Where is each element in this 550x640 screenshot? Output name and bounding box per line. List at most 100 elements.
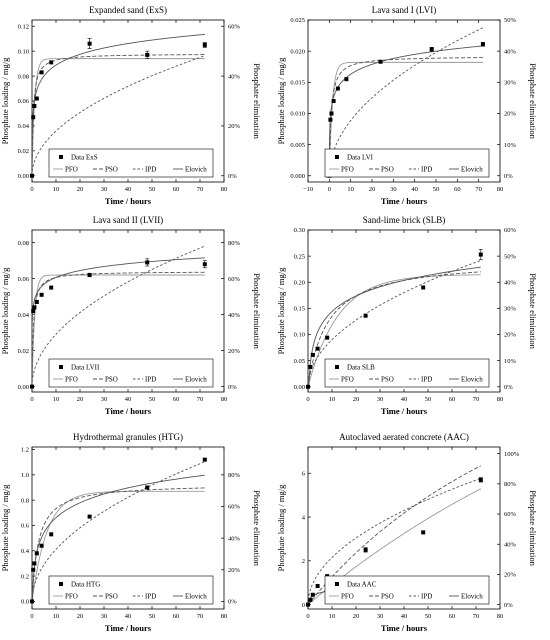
legend-marker [59,155,63,159]
legend-box [324,358,490,388]
x-tick-label: 30 [101,396,108,403]
legend-label: PFO [341,376,354,384]
x-tick-label: 40 [401,396,408,403]
y2-axis-label: Phosphate elimination [528,490,538,567]
data-point [87,514,92,519]
y2-tick-label: 80% [228,240,241,247]
x-tick-label: 0 [30,613,33,620]
y2-tick-label: 40% [228,312,241,319]
x-tick-label: 80 [221,613,228,620]
y2-tick-label: 0% [504,173,513,180]
y2-tick-label: 40% [504,48,517,55]
y2-tick-label: 10% [504,142,517,149]
y2-tick-label: 60% [504,511,517,518]
y-tick-label: 0.08 [18,73,29,80]
y2-tick-label: 80% [504,481,517,488]
curve-ipd [328,27,484,176]
legend-marker [335,155,339,159]
curve-pfo [32,490,205,602]
chart-2: Lava sand II (LVII) 0 10 20 30 40 50 60 70 80 Time… [0,215,262,416]
data-point [363,547,368,552]
y-tick-label: 0.05 [294,358,305,365]
x-tick-label: 20 [353,396,360,403]
data-points [306,249,483,389]
legend-label: PSO [105,376,118,384]
legend-label: Data LVI [347,154,374,162]
curve-ipd [32,245,205,387]
y-tick-label: 0.005 [290,142,305,149]
y2-tick-label: 20% [504,332,517,339]
y2-axis-label: Phosphate elimination [252,63,262,140]
legend-label: PFO [341,593,354,601]
legend-label: IPD [145,166,156,174]
data-point [421,530,426,535]
y-tick-label: 0.00 [294,384,305,391]
y-tick-label: 6 [302,470,306,477]
data-point [344,77,349,82]
y2-tick-label: 60% [228,276,241,283]
y2-tick-label: 40% [504,541,517,548]
data-point [480,42,485,47]
legend-label: PSO [381,166,394,174]
data-point [31,309,36,313]
x-tick-label: 50 [425,613,432,620]
x-tick-label: 60 [173,396,180,403]
curve-ipd [308,477,481,605]
x-tick-label: 80 [221,396,228,403]
chart-title: Hydrothermal granules (HTG) [73,432,183,442]
curve-pfo [308,274,481,387]
x-tick-label: 10 [53,396,60,403]
curve-ipd [32,461,205,602]
y-tick-label: 0.06 [18,98,30,105]
chart-title: Autoclaved aerated concrete (AAC) [339,432,469,442]
y2-tick-label: 40% [228,73,241,80]
legend: Data LVI PFO PSO IPD Elovich [324,148,490,178]
data-point [202,42,207,47]
y2-tick-label: 30% [504,306,517,313]
x-tick-label: 20 [77,186,84,193]
x-tick-label: 0 [328,186,331,193]
data-point [34,96,39,101]
y-tick-label: 0.20 [294,279,305,286]
y-tick-label: 0.0 [21,599,29,606]
data-points [30,457,207,604]
y-tick-label: 0.15 [294,306,305,313]
x-tick-label: 70 [473,613,480,620]
legend-label: Data LVII [71,364,100,372]
y2-tick-label: 60% [504,227,517,234]
legend-marker [59,365,63,369]
x-axis-label: Time / hours [105,406,152,416]
legend-label: PFO [341,166,354,174]
data-point [378,59,383,64]
data-point [315,584,320,589]
x-axis-label: Time / hours [105,196,152,206]
y-axis-label: Phosphate loading / mg/g [276,267,286,354]
x-tick-label: 80 [221,186,228,193]
data-point [310,352,315,357]
legend-label: Data ExS [71,154,98,162]
y2-tick-label: 80% [228,472,241,479]
y-tick-label: 0 [302,602,305,609]
chart-title: Sand-lime brick (SLB) [363,215,446,225]
curve-pso [32,271,205,387]
chart-0: Expanded sand (ExS) 0 10 20 30 40 50 60 70 80 Time… [0,5,262,206]
y-tick-label: 0.30 [294,227,305,234]
chart-1: Lava sand I (LVI) −10 0 10 20 30 40 50 60 70 80 Tim… [276,5,538,206]
y2-tick-label: 0% [504,384,513,391]
data-point [30,384,34,389]
data-point [30,599,34,604]
x-tick-label: 40 [411,186,418,193]
legend-label: IPD [145,376,156,384]
data-point [39,70,44,75]
x-axis-label: Time / hours [105,623,152,633]
chart-4: Hydrothermal granules (HTG) 0 10 20 30 40 50 60… [0,432,262,633]
legend-box [324,148,490,178]
legend-marker [335,365,339,369]
x-tick-label: 60 [449,396,456,403]
y2-tick-label: 20% [228,123,241,130]
x-tick-label: 50 [433,186,440,193]
chart-5: Autoclaved aerated concrete (AAC)0 10 20 30… [276,432,538,633]
y-tick-label: 0.04 [18,123,30,130]
legend-label: Elovich [185,376,207,384]
chart-title: Lava sand II (LVII) [93,215,163,225]
